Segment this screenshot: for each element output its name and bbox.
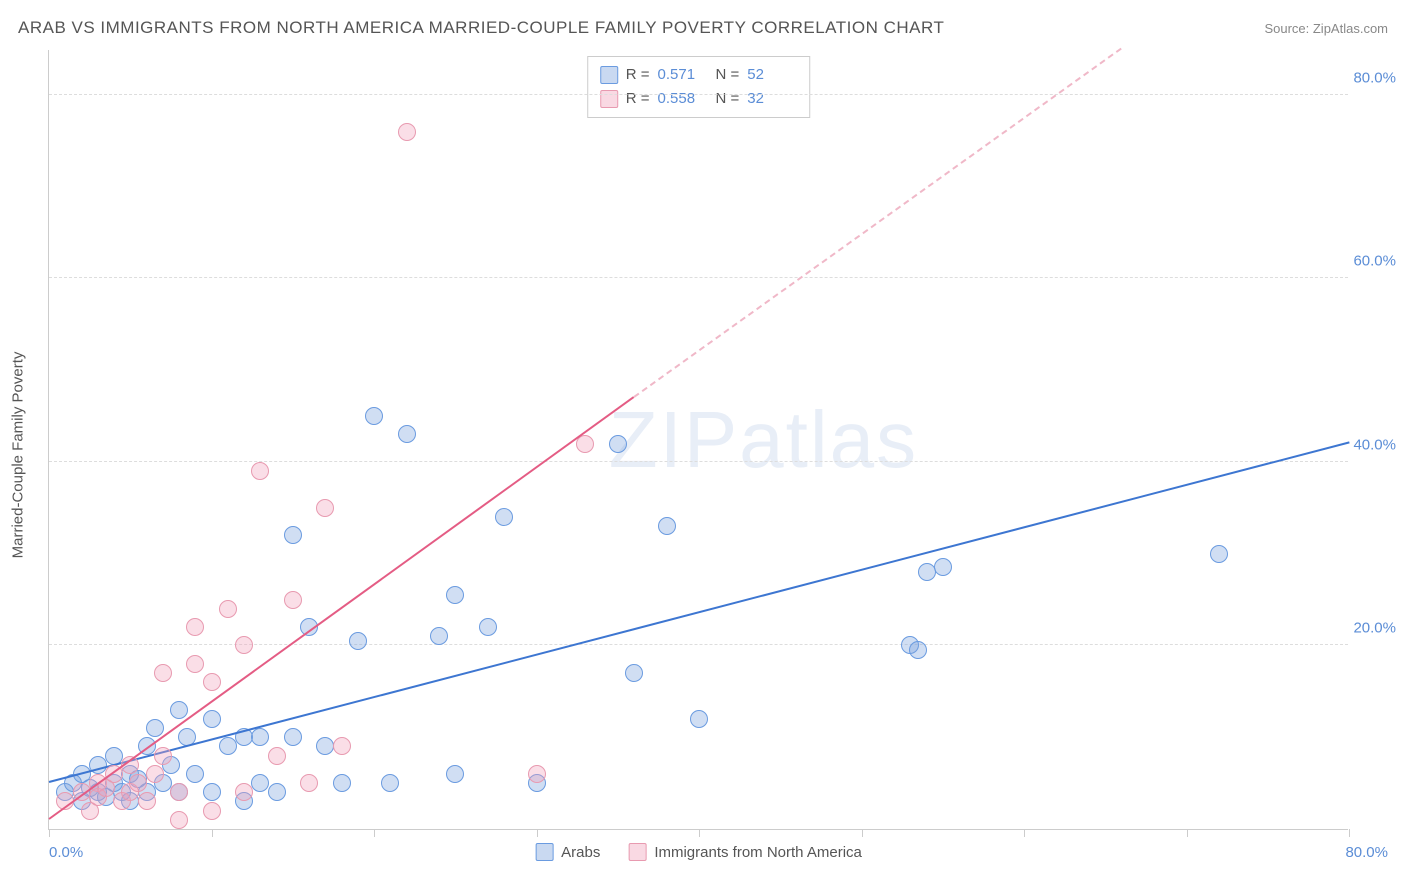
data-point bbox=[186, 618, 204, 636]
data-point bbox=[365, 407, 383, 425]
data-point bbox=[146, 719, 164, 737]
x-tick bbox=[699, 829, 700, 837]
data-point bbox=[235, 783, 253, 801]
data-point bbox=[479, 618, 497, 636]
swatch-pink bbox=[600, 90, 618, 108]
data-point bbox=[333, 737, 351, 755]
data-point bbox=[170, 811, 188, 829]
x-tick bbox=[212, 829, 213, 837]
chart-container: Married-Couple Family Poverty ZIPatlas R… bbox=[48, 50, 1388, 860]
x-axis-min-label: 0.0% bbox=[49, 844, 83, 861]
r-label: R = bbox=[626, 63, 650, 87]
data-point bbox=[398, 123, 416, 141]
x-axis-max-label: 80.0% bbox=[1345, 844, 1388, 861]
legend-label-blue: Arabs bbox=[561, 844, 600, 861]
r-value-blue: 0.571 bbox=[658, 63, 708, 87]
x-tick bbox=[49, 829, 50, 837]
data-point bbox=[186, 765, 204, 783]
data-point bbox=[170, 783, 188, 801]
y-tick-label: 40.0% bbox=[1353, 436, 1396, 453]
data-point bbox=[251, 462, 269, 480]
x-tick bbox=[1349, 829, 1350, 837]
data-point bbox=[528, 765, 546, 783]
chart-title: ARAB VS IMMIGRANTS FROM NORTH AMERICA MA… bbox=[18, 18, 944, 38]
stat-legend: R = 0.571 N = 52 R = 0.558 N = 32 bbox=[587, 56, 811, 118]
data-point bbox=[203, 710, 221, 728]
swatch-blue bbox=[535, 843, 553, 861]
n-label: N = bbox=[716, 87, 740, 111]
data-point bbox=[658, 517, 676, 535]
n-value-pink: 32 bbox=[747, 87, 797, 111]
data-point bbox=[316, 499, 334, 517]
data-point bbox=[934, 558, 952, 576]
chart-source: Source: ZipAtlas.com bbox=[1264, 21, 1388, 36]
data-point bbox=[625, 664, 643, 682]
data-point bbox=[909, 641, 927, 659]
watermark: ZIPatlas bbox=[609, 394, 918, 486]
chart-header: ARAB VS IMMIGRANTS FROM NORTH AMERICA MA… bbox=[18, 18, 1388, 38]
x-tick bbox=[374, 829, 375, 837]
data-point bbox=[186, 655, 204, 673]
data-point bbox=[251, 774, 269, 792]
gridline bbox=[49, 277, 1348, 278]
data-point bbox=[219, 600, 237, 618]
data-point bbox=[284, 591, 302, 609]
data-point bbox=[154, 664, 172, 682]
x-tick bbox=[1024, 829, 1025, 837]
data-point bbox=[235, 636, 253, 654]
stat-row-pink: R = 0.558 N = 32 bbox=[600, 87, 798, 111]
trendline bbox=[49, 442, 1349, 783]
data-point bbox=[1210, 545, 1228, 563]
data-point bbox=[446, 586, 464, 604]
n-label: N = bbox=[716, 63, 740, 87]
data-point bbox=[446, 765, 464, 783]
data-point bbox=[268, 747, 286, 765]
data-point bbox=[219, 737, 237, 755]
series-legend: Arabs Immigrants from North America bbox=[535, 843, 862, 861]
data-point bbox=[333, 774, 351, 792]
data-point bbox=[430, 627, 448, 645]
legend-item-blue: Arabs bbox=[535, 843, 600, 861]
data-point bbox=[381, 774, 399, 792]
x-tick bbox=[862, 829, 863, 837]
data-point bbox=[203, 783, 221, 801]
plot-area: ZIPatlas R = 0.571 N = 52 R = 0.558 N = … bbox=[48, 50, 1348, 830]
data-point bbox=[398, 425, 416, 443]
data-point bbox=[203, 673, 221, 691]
r-value-pink: 0.558 bbox=[658, 87, 708, 111]
n-value-blue: 52 bbox=[747, 63, 797, 87]
data-point bbox=[203, 802, 221, 820]
data-point bbox=[146, 765, 164, 783]
data-point bbox=[170, 701, 188, 719]
x-tick bbox=[1187, 829, 1188, 837]
data-point bbox=[609, 435, 627, 453]
swatch-pink bbox=[628, 843, 646, 861]
data-point bbox=[251, 728, 269, 746]
gridline bbox=[49, 461, 1348, 462]
y-tick-label: 60.0% bbox=[1353, 253, 1396, 270]
data-point bbox=[690, 710, 708, 728]
gridline bbox=[49, 94, 1348, 95]
trendline bbox=[48, 396, 634, 820]
r-label: R = bbox=[626, 87, 650, 111]
swatch-blue bbox=[600, 66, 618, 84]
data-point bbox=[284, 526, 302, 544]
data-point bbox=[138, 792, 156, 810]
y-tick-label: 20.0% bbox=[1353, 620, 1396, 637]
data-point bbox=[268, 783, 286, 801]
data-point bbox=[154, 747, 172, 765]
y-axis-title: Married-Couple Family Poverty bbox=[10, 352, 27, 559]
data-point bbox=[129, 774, 147, 792]
data-point bbox=[300, 774, 318, 792]
data-point bbox=[284, 728, 302, 746]
data-point bbox=[349, 632, 367, 650]
data-point bbox=[495, 508, 513, 526]
x-tick bbox=[537, 829, 538, 837]
legend-label-pink: Immigrants from North America bbox=[654, 844, 862, 861]
y-tick-label: 80.0% bbox=[1353, 69, 1396, 86]
legend-item-pink: Immigrants from North America bbox=[628, 843, 862, 861]
stat-row-blue: R = 0.571 N = 52 bbox=[600, 63, 798, 87]
